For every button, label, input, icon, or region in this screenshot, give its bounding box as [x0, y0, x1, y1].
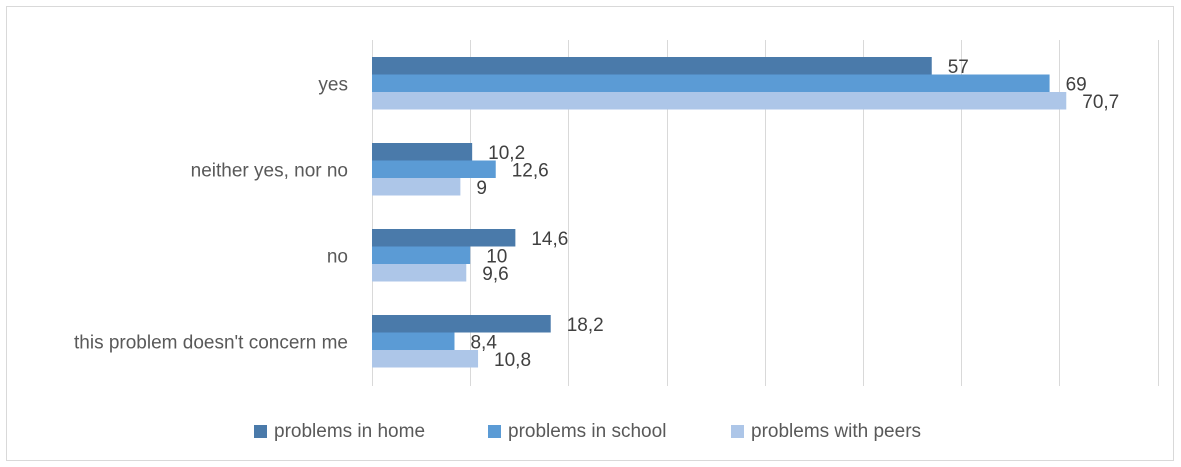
data-label: 10,2 — [488, 143, 525, 164]
category-label: neither yes, nor no — [191, 160, 348, 181]
category-label: this problem doesn't concern me — [74, 332, 348, 353]
bar-problems-in-school — [372, 246, 471, 264]
data-label: 69 — [1066, 74, 1087, 95]
bar-problems-in-home — [372, 229, 516, 247]
category-labels: yes neither yes, nor no no this problem doe… — [74, 74, 348, 353]
category-label: yes — [318, 74, 348, 95]
bar-problems-in-home — [372, 143, 473, 161]
legend-swatch — [488, 425, 501, 438]
legend-label: problems in school — [508, 421, 666, 442]
data-label: 9 — [476, 178, 487, 199]
bar-problems-in-school — [372, 74, 1050, 92]
bar-problems-with-peers — [372, 350, 479, 368]
data-label: 8,4 — [470, 332, 497, 353]
legend-swatch — [731, 425, 744, 438]
legend-label: problems with peers — [751, 421, 921, 442]
data-label: 10 — [486, 246, 507, 267]
bar-problems-in-home — [372, 57, 932, 75]
data-label: 10,8 — [494, 350, 531, 371]
bar-problems-in-home — [372, 315, 551, 333]
data-label: 57 — [948, 57, 969, 78]
data-label: 14,6 — [531, 229, 568, 250]
legend-label: problems in home — [274, 421, 425, 442]
bar-problems-with-peers — [372, 92, 1067, 110]
data-label: 12,6 — [512, 160, 549, 181]
data-label: 18,2 — [567, 315, 604, 336]
bars — [372, 57, 1067, 368]
bar-problems-with-peers — [372, 178, 461, 196]
data-label: 9,6 — [482, 264, 508, 285]
category-label: no — [327, 246, 348, 267]
bar-problems-with-peers — [372, 264, 467, 282]
legend: problems in home problems in school proble… — [254, 421, 921, 442]
bar-problems-in-school — [372, 160, 496, 178]
legend-swatch — [254, 425, 267, 438]
bar-problems-in-school — [372, 332, 455, 350]
data-label: 70,7 — [1082, 92, 1119, 113]
